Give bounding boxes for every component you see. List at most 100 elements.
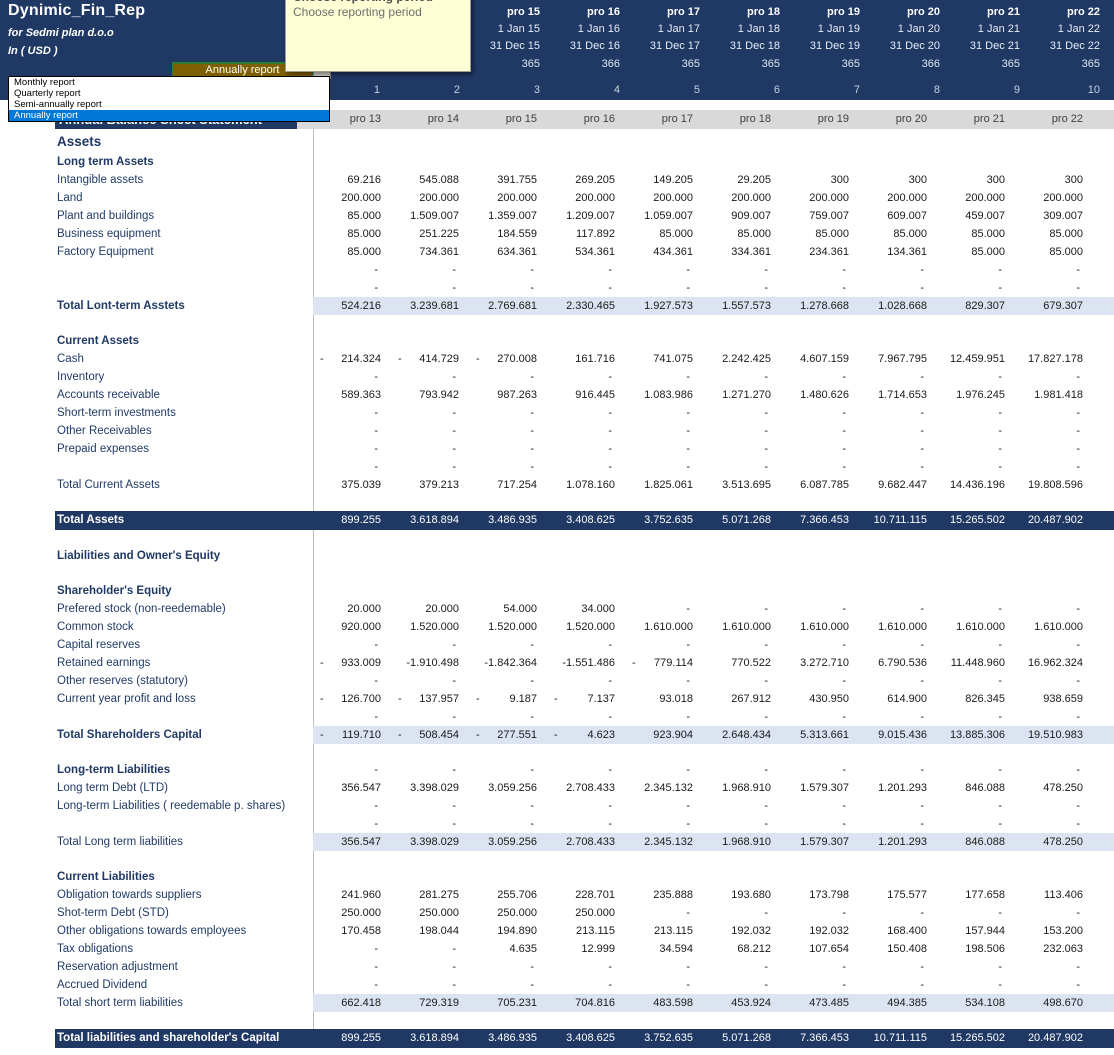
cell[interactable]: 1.825.061: [644, 479, 693, 491]
cell[interactable]: -: [452, 264, 456, 276]
row-label[interactable]: Other Receivables: [57, 425, 152, 437]
cell[interactable]: 269.205: [575, 174, 615, 186]
cell[interactable]: -: [1076, 979, 1080, 991]
cell[interactable]: -: [764, 603, 768, 615]
cell[interactable]: -: [452, 764, 456, 776]
cell[interactable]: 741.075: [653, 353, 693, 365]
cell[interactable]: -: [764, 979, 768, 991]
cell[interactable]: -: [686, 639, 690, 651]
cell[interactable]: -: [608, 818, 612, 830]
dropdown-option[interactable]: Semi-annually report: [14, 99, 102, 110]
cell[interactable]: [625, 129, 703, 155]
cell[interactable]: -: [998, 407, 1002, 419]
cell[interactable]: 524.216: [313, 297, 391, 315]
cell[interactable]: 679.307: [1015, 297, 1093, 315]
cell[interactable]: 729.319: [391, 994, 469, 1012]
cell[interactable]: -: [1076, 603, 1080, 615]
cell[interactable]: 3.486.935: [469, 1029, 547, 1048]
cell[interactable]: -: [842, 282, 846, 294]
cell[interactable]: -9.187: [476, 693, 537, 705]
cell[interactable]: 478.250: [1015, 833, 1093, 851]
cell[interactable]: 826.345: [965, 693, 1005, 705]
cell[interactable]: -: [530, 800, 534, 812]
cell[interactable]: [1015, 153, 1093, 171]
cell[interactable]: 9.682.447: [878, 479, 927, 491]
cell[interactable]: [547, 153, 625, 171]
cell[interactable]: 1.557.573: [703, 297, 781, 315]
cell[interactable]: 1.981.418: [1034, 389, 1083, 401]
cell[interactable]: 10.711.115: [859, 1029, 937, 1048]
cell[interactable]: -: [998, 461, 1002, 473]
cell[interactable]: [937, 153, 1015, 171]
cell[interactable]: [547, 129, 625, 155]
cell[interactable]: 200.000: [1043, 192, 1083, 204]
cell[interactable]: -: [608, 639, 612, 651]
cell[interactable]: 3.398.029: [391, 833, 469, 851]
cell[interactable]: [391, 332, 469, 350]
cell[interactable]: -: [842, 461, 846, 473]
cell[interactable]: 69.216: [347, 174, 381, 186]
cell[interactable]: 93.018: [659, 693, 693, 705]
cell[interactable]: 184.559: [497, 228, 537, 240]
cell[interactable]: -: [1076, 907, 1080, 919]
cell[interactable]: [547, 582, 625, 600]
cell[interactable]: 434.361: [653, 246, 693, 258]
cell[interactable]: [781, 582, 859, 600]
cell[interactable]: -: [764, 443, 768, 455]
cell[interactable]: -: [920, 764, 924, 776]
cell[interactable]: 20.487.902: [1015, 1029, 1093, 1048]
cell[interactable]: 34.000: [581, 603, 615, 615]
cell[interactable]: -: [842, 407, 846, 419]
cell[interactable]: -: [920, 675, 924, 687]
cell[interactable]: -: [842, 639, 846, 651]
cell[interactable]: -277.551: [469, 726, 547, 744]
cell[interactable]: -: [920, 443, 924, 455]
cell[interactable]: 192.032: [809, 925, 849, 937]
cell[interactable]: -: [374, 979, 378, 991]
cell[interactable]: -: [998, 282, 1002, 294]
cell[interactable]: [469, 547, 547, 565]
cell[interactable]: -: [452, 282, 456, 294]
cell[interactable]: 375.039: [341, 479, 381, 491]
cell[interactable]: -: [764, 282, 768, 294]
cell[interactable]: [313, 153, 391, 171]
cell[interactable]: 3.752.635: [625, 511, 703, 530]
cell[interactable]: 334.361: [731, 246, 771, 258]
column-header[interactable]: pro 22: [1015, 110, 1093, 129]
cell[interactable]: -: [374, 371, 378, 383]
cell[interactable]: [859, 332, 937, 350]
cell[interactable]: -: [452, 407, 456, 419]
cell[interactable]: 113.406: [1044, 889, 1083, 901]
cell[interactable]: -: [374, 818, 378, 830]
cell[interactable]: -: [920, 264, 924, 276]
cell[interactable]: -: [764, 961, 768, 973]
cell[interactable]: 300: [830, 174, 849, 186]
cell[interactable]: [313, 547, 391, 565]
cell[interactable]: 1.610.000: [878, 621, 927, 633]
row-label[interactable]: [55, 708, 313, 726]
cell[interactable]: 85.000: [1049, 228, 1083, 240]
cell[interactable]: 3.618.894: [391, 511, 469, 530]
cell[interactable]: 3.513.695: [722, 479, 771, 491]
cell[interactable]: 1.579.307: [800, 782, 849, 794]
cell[interactable]: -: [374, 461, 378, 473]
reporting-period-dropdown[interactable]: Annually report: [172, 62, 313, 78]
cell[interactable]: [469, 868, 547, 886]
row-label[interactable]: Total liabilities and shareholder's Capi…: [55, 1029, 313, 1048]
cell[interactable]: 920.000: [341, 621, 381, 633]
cell[interactable]: -: [842, 907, 846, 919]
cell[interactable]: 3.059.256: [488, 782, 537, 794]
cell[interactable]: 193.680: [731, 889, 771, 901]
cell[interactable]: [469, 582, 547, 600]
cell[interactable]: -1.842.364: [484, 657, 537, 669]
row-label[interactable]: [55, 261, 313, 279]
cell[interactable]: 1.028.668: [859, 297, 937, 315]
cell[interactable]: -: [920, 603, 924, 615]
row-label[interactable]: Total Lont-term Asstets: [57, 300, 185, 312]
cell[interactable]: 1.579.307: [781, 833, 859, 851]
cell[interactable]: -: [374, 764, 378, 776]
cell[interactable]: 1.968.910: [722, 782, 771, 794]
row-label[interactable]: Intangible assets: [57, 174, 144, 186]
cell[interactable]: 717.254: [497, 479, 537, 491]
cell[interactable]: 3.486.935: [469, 511, 547, 530]
